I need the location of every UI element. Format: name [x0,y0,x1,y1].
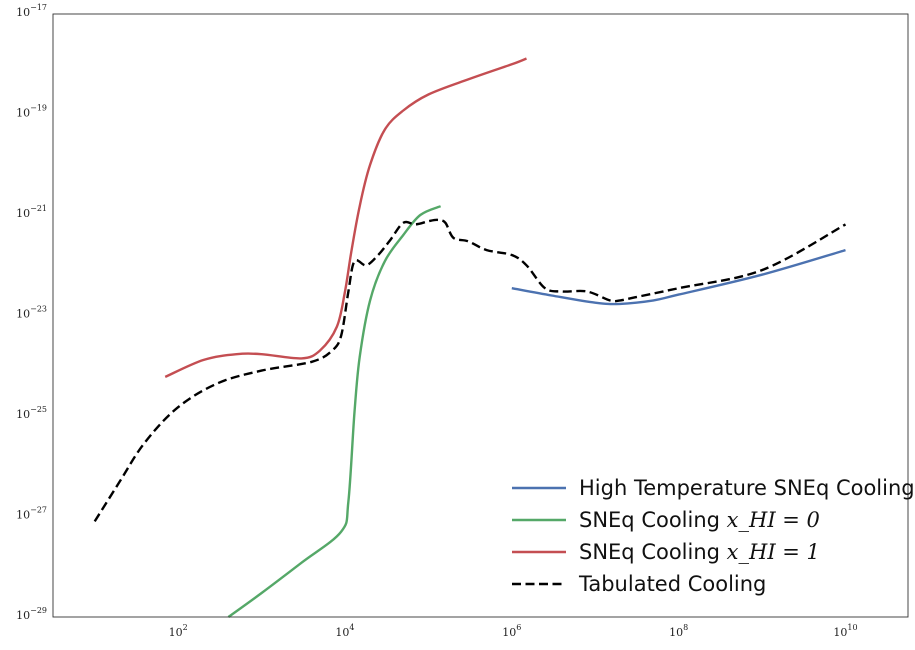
y-tick-label-0: 10−29 [16,606,47,622]
y-tick-label-6: 10−17 [16,3,47,19]
y-tick-label-3: 10−23 [16,305,47,321]
y-tick-label-2: 10−25 [16,405,47,421]
x-tick-label-1: 104 [335,623,354,639]
x-tick-label-2: 106 [502,623,521,639]
legend-label-0: High Temperature SNEq Cooling [579,476,915,500]
y-tick-label-4: 10−21 [16,204,47,220]
series-line-1 [227,205,442,618]
plot-frame [52,13,909,618]
legend-label-1: SNEq Cooling x_HI = 0 [579,508,820,532]
x-tick-label-0: 102 [169,623,188,639]
series-line-0 [511,248,846,306]
legend: High Temperature SNEq Cooling SNEq Coolin… [512,476,915,596]
series-line-2 [164,57,527,378]
plot-lines [93,57,847,618]
legend-label-2: SNEq Cooling x_HI = 1 [579,540,820,564]
x-tick-label-4: 1010 [833,623,857,639]
legend-label-3: Tabulated Cooling [578,572,766,596]
axis-ticks: 102 104 106 108 1010 10−29 10−27 10−25 10−23 10−2… [16,3,857,639]
y-tick-label-1: 10−27 [16,506,47,522]
y-tick-label-5: 10−19 [16,104,47,120]
series-line-3 [93,218,847,523]
x-tick-label-3: 108 [669,623,688,639]
